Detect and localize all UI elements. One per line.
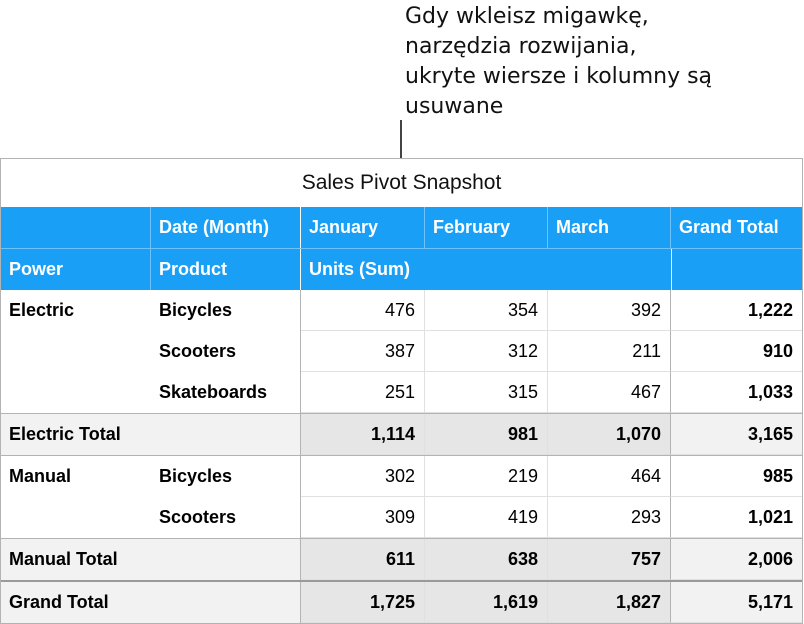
- value-cell[interactable]: 392: [548, 290, 671, 331]
- row-electric-scooters: Scooters 387 312 211 910: [1, 331, 802, 372]
- row-label-cell[interactable]: Electric Total: [9, 424, 121, 444]
- header-cell-date-month[interactable]: Date (Month): [151, 207, 301, 248]
- product-cell[interactable]: Skateboards: [151, 372, 301, 413]
- header-cell-units-sum[interactable]: Units (Sum): [309, 259, 410, 279]
- header-cell-empty[interactable]: [671, 249, 802, 290]
- product-cell[interactable]: Scooters: [151, 497, 301, 538]
- product-cell[interactable]: Scooters: [151, 331, 301, 372]
- row-manual-scooters: Scooters 309 419 293 1,021: [1, 497, 802, 538]
- row-label-cell[interactable]: Manual: [9, 466, 72, 486]
- row-total-cell[interactable]: 2,006: [671, 539, 802, 580]
- row-grand-total: Grand Total 1,725 1,619 1,827 5,171: [1, 580, 802, 623]
- value-cell[interactable]: 1,619: [425, 582, 548, 623]
- row-electric-bicycles: Electric Bicycles 476 354 392 1,222: [1, 290, 802, 331]
- row-electric-total: Electric Total 1,114 981 1,070 3,165: [1, 413, 802, 455]
- row-manual-total: Manual Total 611 638 757 2,006: [1, 538, 802, 580]
- value-cell[interactable]: 467: [548, 372, 671, 413]
- callout-text: Gdy wkleisz migawkę, narzędzia rozwijani…: [405, 4, 713, 119]
- product-cell[interactable]: [151, 582, 301, 623]
- value-cell[interactable]: 611: [301, 539, 425, 580]
- product-cell[interactable]: Bicycles: [151, 456, 301, 497]
- header-cell-january[interactable]: January: [301, 207, 425, 248]
- table-title: Sales Pivot Snapshot: [301, 171, 502, 194]
- value-cell[interactable]: 419: [425, 497, 548, 538]
- value-cell[interactable]: 309: [301, 497, 425, 538]
- value-cell[interactable]: 302: [301, 456, 425, 497]
- product-cell[interactable]: [151, 414, 301, 455]
- row-total-cell[interactable]: 985: [671, 456, 802, 497]
- row-total-cell[interactable]: 1,222: [671, 290, 802, 331]
- value-cell[interactable]: 219: [425, 456, 548, 497]
- row-total-cell[interactable]: 3,165: [671, 414, 802, 455]
- header-cell-march[interactable]: March: [548, 207, 671, 248]
- value-cell[interactable]: 464: [548, 456, 671, 497]
- value-cell[interactable]: 1,070: [548, 414, 671, 455]
- header-row-columns: Date (Month) January February March Gran…: [1, 207, 802, 248]
- value-cell[interactable]: 315: [425, 372, 548, 413]
- product-cell[interactable]: Bicycles: [151, 290, 301, 331]
- header-cell[interactable]: [1, 207, 151, 248]
- row-electric-skateboards: Skateboards 251 315 467 1,033: [1, 372, 802, 413]
- row-total-cell[interactable]: 5,171: [671, 582, 802, 623]
- header-cell-product[interactable]: Product: [151, 249, 301, 290]
- header-row-fields: Power Product Units (Sum): [1, 248, 802, 290]
- value-cell[interactable]: 1,114: [301, 414, 425, 455]
- value-cell[interactable]: 638: [425, 539, 548, 580]
- value-cell[interactable]: 1,725: [301, 582, 425, 623]
- row-label-cell[interactable]: [1, 331, 151, 372]
- value-cell[interactable]: 387: [301, 331, 425, 372]
- header-cell-power[interactable]: Power: [1, 249, 151, 290]
- row-total-cell[interactable]: 1,033: [671, 372, 802, 413]
- header-cell-february[interactable]: February: [425, 207, 548, 248]
- table-body: Electric Bicycles 476 354 392 1,222 Scooters 38…: [1, 290, 802, 623]
- header-cell-grand-total[interactable]: Grand Total: [679, 217, 779, 237]
- row-label-cell[interactable]: [1, 372, 151, 413]
- value-cell[interactable]: 981: [425, 414, 548, 455]
- row-label-cell[interactable]: [1, 497, 151, 538]
- value-cell[interactable]: 293: [548, 497, 671, 538]
- row-total-cell[interactable]: 1,021: [671, 497, 802, 538]
- row-manual-bicycles: Manual Bicycles 302 219 464 985: [1, 455, 802, 497]
- row-label-cell[interactable]: Manual Total: [9, 549, 118, 569]
- value-cell[interactable]: 476: [301, 290, 425, 331]
- product-cell[interactable]: [151, 539, 301, 580]
- pivot-table[interactable]: Sales Pivot Snapshot Date (Month) Januar…: [0, 158, 803, 624]
- value-cell[interactable]: 757: [548, 539, 671, 580]
- callout-leader-line: [400, 120, 402, 159]
- value-cell[interactable]: 312: [425, 331, 548, 372]
- value-cell[interactable]: 251: [301, 372, 425, 413]
- row-label-cell[interactable]: Electric: [9, 300, 75, 320]
- value-cell[interactable]: 1,827: [548, 582, 671, 623]
- value-cell[interactable]: 211: [548, 331, 671, 372]
- row-label-cell[interactable]: Grand Total: [9, 592, 109, 612]
- value-cell[interactable]: 354: [425, 290, 548, 331]
- row-total-cell[interactable]: 910: [671, 331, 802, 372]
